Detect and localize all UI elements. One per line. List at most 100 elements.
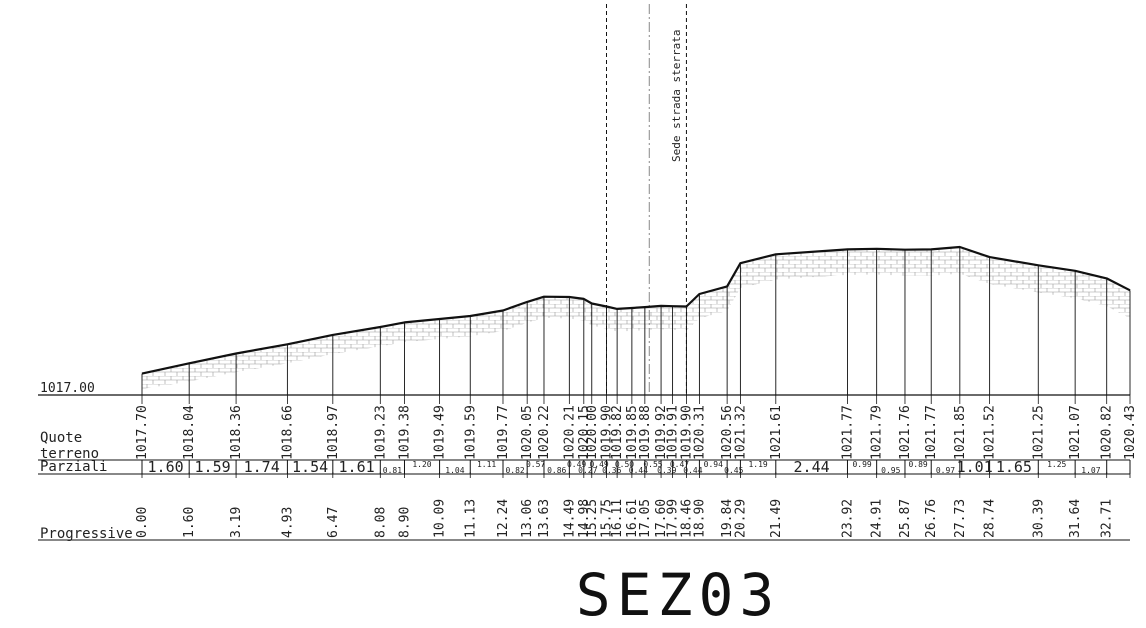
partial-label: 1.07 [1081, 466, 1100, 475]
partial-label: 0.39 [657, 466, 676, 475]
partial-label: 1.60 [148, 458, 184, 476]
progressive-label: 14.49 [562, 499, 577, 538]
partial-label: 0.44 [629, 466, 648, 475]
elevation-label: 1020.31 [692, 405, 707, 460]
partial-label: 1.59 [195, 458, 231, 476]
progressive-label: 15.75 [600, 499, 615, 538]
station-verticals [141, 247, 1131, 478]
partial-label: 0.49 [589, 460, 608, 469]
terrain-profile [141, 245, 1131, 375]
hatch-band [142, 247, 1130, 389]
elevation-label: 1020.82 [1100, 405, 1115, 460]
elevation-label: 1018.04 [182, 405, 197, 460]
partial-label: 1.61 [339, 458, 375, 476]
elevation-label: 1019.77 [496, 405, 511, 460]
progressive-label: 32.71 [1100, 499, 1115, 538]
partial-label: 0.55 [643, 460, 662, 469]
progressive-label: 3.19 [229, 507, 244, 538]
elevation-label: 1021.25 [1031, 405, 1046, 460]
partial-label: 1.65 [996, 458, 1032, 476]
partial-label: 0.94 [704, 460, 723, 469]
elevation-label: 1021.79 [870, 405, 885, 460]
ground-line [141, 245, 1131, 375]
progressive-label: 11.13 [463, 499, 478, 538]
terrain-hatch-area [142, 247, 1130, 389]
progressive-label: 28.74 [983, 499, 998, 538]
elevation-label: 1019.91 [666, 405, 681, 460]
partial-label: 0.86 [547, 466, 566, 475]
progressive-label: 10.09 [433, 499, 448, 538]
partial-label: 0.57 [526, 460, 545, 469]
quote-row-label-1: Quote [40, 430, 82, 446]
progressive-label: 27.73 [953, 499, 968, 538]
progressive-label: 31.64 [1068, 499, 1083, 538]
progressive-label: 17.05 [638, 499, 653, 538]
progressive-label: 6.47 [326, 507, 341, 538]
progressive-label: 24.91 [870, 499, 885, 538]
progressive-labels: 0.00 1.60 3.19 4.93 6.47 8.08 8.90 10.09 11.13 12… [135, 499, 1115, 538]
progressive-label: 0.00 [135, 507, 150, 538]
elevation-label: 1021.32 [733, 405, 748, 460]
progressive-label: 25.87 [898, 499, 913, 538]
elevation-label: 1018.36 [229, 405, 244, 460]
progressive-label: 23.92 [841, 499, 856, 538]
partial-label: 1.25 [1047, 460, 1066, 469]
progressive-row-label: Progressive [40, 526, 133, 542]
partial-label: 1.54 [292, 458, 328, 476]
partial-label: 0.82 [505, 466, 524, 475]
elevation-label: 1019.49 [433, 405, 448, 460]
progressive-label: 8.08 [373, 507, 388, 538]
progressive-label: 14.98 [577, 499, 592, 538]
progressive-label: 17.99 [666, 499, 681, 538]
partial-label: 1.04 [445, 466, 464, 475]
elevation-label: 1020.05 [520, 405, 535, 460]
progressive-label: 12.24 [496, 499, 511, 538]
partial-label: 0.81 [383, 466, 402, 475]
progressive-label: 16.11 [610, 499, 625, 538]
elevation-label: 1020.15 [577, 405, 592, 460]
elevation-label: 1021.77 [924, 405, 939, 460]
elevation-label: 1021.77 [841, 405, 856, 460]
partial-label: 1.11 [477, 460, 496, 469]
progressive-label: 4.93 [280, 507, 295, 538]
partial-label: 0.97 [936, 466, 955, 475]
progressive-label: 1.60 [182, 507, 197, 538]
elevation-label: 1019.59 [463, 405, 478, 460]
elevation-label: 1020.22 [537, 405, 552, 460]
elevation-label: 1019.82 [610, 405, 625, 460]
progressive-label: 26.76 [924, 499, 939, 538]
progressive-label: 18.90 [692, 499, 707, 538]
progressive-label: 21.49 [769, 499, 784, 538]
partial-label: 0.27 [578, 466, 597, 475]
elevation-label: 1020.56 [720, 405, 735, 460]
elevation-label: 1019.92 [654, 405, 669, 460]
quote-row-label-2: terreno [40, 446, 99, 462]
progressive-label: 18.46 [679, 499, 694, 538]
road-annotation: Sede strada sterrata [670, 30, 683, 162]
partial-label: 1.20 [412, 460, 431, 469]
partial-label: 0.95 [881, 466, 900, 475]
elevation-labels: 1017.70 1018.04 1018.36 1018.66 1018.97 1019.… [135, 405, 1138, 460]
elevation-label: 1019.85 [625, 405, 640, 460]
progressive-label: 13.06 [520, 499, 535, 538]
progressive-label: 20.29 [733, 499, 748, 538]
progressive-label: 15.25 [585, 499, 600, 538]
progressive-label: 13.63 [537, 499, 552, 538]
partial-label: 2.44 [794, 458, 830, 476]
partial-label: 0.49 [567, 460, 586, 469]
elevation-label: 1021.07 [1068, 405, 1083, 460]
reference-elevation-label: 1017.00 [40, 381, 95, 396]
elevation-label: 1021.61 [769, 405, 784, 460]
elevation-label: 1019.38 [398, 405, 413, 460]
elevation-label: 1019.23 [373, 405, 388, 460]
guide-lines [606, 4, 687, 395]
partial-label: 0.50 [615, 460, 634, 469]
partial-label: 0.45 [724, 466, 743, 475]
partial-label: 0.99 [852, 460, 871, 469]
elevation-label: 1019.90 [600, 405, 615, 460]
partial-label: 1.01 [957, 458, 993, 476]
parziali-row-label: Parziali [40, 459, 107, 475]
elevation-label: 1020.00 [585, 405, 600, 460]
progressive-label: 8.90 [398, 507, 413, 538]
